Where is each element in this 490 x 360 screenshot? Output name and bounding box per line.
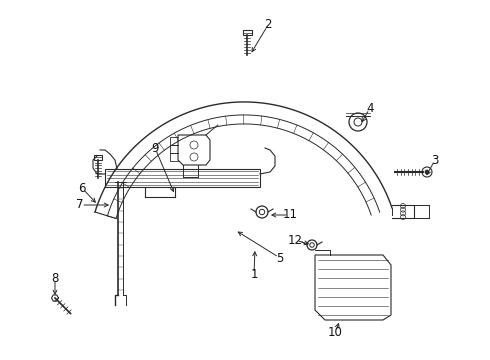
Text: 8: 8	[51, 271, 59, 284]
Text: 3: 3	[431, 153, 439, 166]
Text: 4: 4	[366, 102, 374, 114]
Bar	[243, 30, 251, 35]
Circle shape	[425, 170, 429, 174]
Circle shape	[354, 118, 362, 126]
Circle shape	[307, 240, 317, 250]
Bar	[94, 155, 102, 160]
Text: 2: 2	[264, 18, 272, 31]
Circle shape	[256, 206, 268, 218]
Polygon shape	[178, 135, 210, 165]
Circle shape	[310, 243, 314, 247]
Circle shape	[259, 209, 265, 215]
Text: 11: 11	[283, 208, 297, 221]
Text: 9: 9	[151, 141, 159, 154]
Polygon shape	[315, 255, 391, 320]
Text: 7: 7	[76, 198, 84, 211]
Polygon shape	[51, 295, 58, 301]
Text: 12: 12	[288, 234, 302, 247]
Circle shape	[422, 167, 432, 177]
Text: 5: 5	[276, 252, 284, 265]
Text: 10: 10	[327, 327, 343, 339]
Text: 1: 1	[250, 269, 258, 282]
Bar	[105, 169, 260, 187]
Circle shape	[349, 113, 367, 131]
Text: 6: 6	[78, 181, 86, 194]
